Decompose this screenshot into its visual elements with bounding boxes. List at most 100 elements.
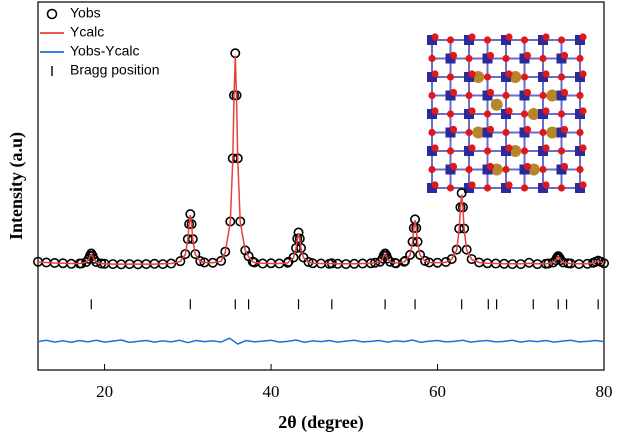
atom-red <box>428 55 435 62</box>
chart: 2θ (degree) Intensity (a.u) 20 40 60 80 Yobs… <box>0 0 617 439</box>
atom-red <box>539 129 546 136</box>
legend-label: Yobs <box>70 5 101 21</box>
atom-red <box>521 110 528 117</box>
crystal-structure-inset <box>427 33 587 193</box>
atom-red <box>487 163 494 170</box>
atom-red <box>428 129 435 136</box>
series-line <box>38 56 604 264</box>
atom-red <box>484 36 491 43</box>
atom-red <box>431 181 438 188</box>
atom-red <box>465 55 472 62</box>
atom-red <box>450 89 457 96</box>
atom-red <box>431 144 438 151</box>
atom-red <box>487 126 494 133</box>
atom-red <box>505 70 512 77</box>
atom-gold <box>472 127 484 139</box>
atom-gold <box>546 127 558 139</box>
atom-red <box>579 144 586 151</box>
atom-red <box>450 163 457 170</box>
atom-red <box>431 70 438 77</box>
atom-gold <box>546 90 558 102</box>
atom-red <box>465 129 472 136</box>
atom-red <box>465 92 472 99</box>
atom-red <box>524 126 531 133</box>
atom-red <box>484 110 491 117</box>
atom-red <box>484 73 491 80</box>
atom-red <box>561 89 568 96</box>
atom-red <box>524 163 531 170</box>
atom-red <box>428 92 435 99</box>
atom-red <box>468 107 475 114</box>
atom-red <box>542 33 549 40</box>
atom-red <box>450 126 457 133</box>
atom-red <box>484 184 491 191</box>
atom-red <box>502 166 509 173</box>
legend-label: Bragg position <box>70 62 160 78</box>
atom-red <box>505 107 512 114</box>
atom-red <box>558 36 565 43</box>
atom-red <box>539 166 546 173</box>
atom-red <box>502 92 509 99</box>
atom-red <box>431 107 438 114</box>
atom-red <box>468 144 475 151</box>
atom-red <box>561 126 568 133</box>
atom-red <box>468 181 475 188</box>
atom-red <box>542 70 549 77</box>
atom-red <box>521 147 528 154</box>
atom-red <box>431 33 438 40</box>
atom-red <box>428 166 435 173</box>
atom-red <box>579 70 586 77</box>
atom-red <box>558 147 565 154</box>
atom-red <box>465 166 472 173</box>
legend-label: Ycalc <box>70 24 104 40</box>
atom-red <box>447 184 454 191</box>
atom-red <box>447 147 454 154</box>
atom-red <box>468 70 475 77</box>
atom-red <box>539 92 546 99</box>
atom-red <box>521 73 528 80</box>
atom-gold <box>528 108 540 120</box>
atom-red <box>487 52 494 59</box>
atom-red <box>579 33 586 40</box>
atom-red <box>579 107 586 114</box>
atom-red <box>450 52 457 59</box>
atom-red <box>447 73 454 80</box>
atom-red <box>542 181 549 188</box>
atom-red <box>558 73 565 80</box>
x-tick-label: 20 <box>96 382 113 401</box>
atom-red <box>539 55 546 62</box>
x-tick-label: 60 <box>429 382 446 401</box>
atom-red <box>521 36 528 43</box>
atom-gold <box>491 99 503 111</box>
series-line <box>38 338 604 344</box>
atom-red <box>502 55 509 62</box>
atom-red <box>524 89 531 96</box>
atom-red <box>484 147 491 154</box>
legend-marker <box>48 10 57 19</box>
atom-red <box>542 144 549 151</box>
atom-red <box>576 129 583 136</box>
atom-red <box>579 181 586 188</box>
atom-red <box>505 33 512 40</box>
atom-red <box>576 55 583 62</box>
atom-red <box>561 52 568 59</box>
atom-red <box>505 181 512 188</box>
legend-label: Yobs-Ycalc <box>70 43 140 59</box>
x-tick-label: 40 <box>263 382 280 401</box>
atom-red <box>561 163 568 170</box>
atom-red <box>502 129 509 136</box>
y-axis-label: Intensity (a.u) <box>6 132 27 240</box>
atom-red <box>505 144 512 151</box>
atom-red <box>447 110 454 117</box>
x-axis-label: 2θ (degree) <box>278 412 364 433</box>
atom-red <box>576 92 583 99</box>
atom-red <box>521 184 528 191</box>
atom-red <box>468 33 475 40</box>
atom-red <box>576 166 583 173</box>
atom-red <box>524 52 531 59</box>
x-tick-label: 80 <box>596 382 613 401</box>
atom-red <box>558 184 565 191</box>
atom-red <box>447 36 454 43</box>
atom-red <box>542 107 549 114</box>
atom-red <box>558 110 565 117</box>
